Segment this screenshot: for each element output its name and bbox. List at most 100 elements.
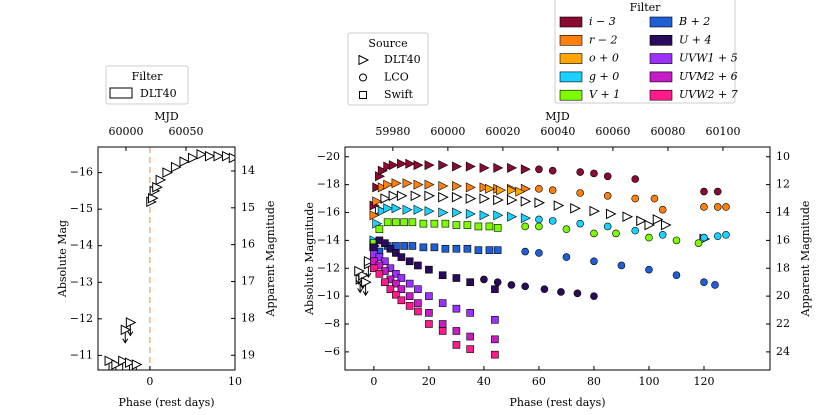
circle-marker xyxy=(507,281,516,289)
triangle-marker xyxy=(413,160,424,171)
circle-marker xyxy=(576,219,584,228)
triangle-marker xyxy=(424,179,435,190)
circle-marker xyxy=(576,168,584,176)
triangle-marker xyxy=(438,160,449,171)
source-legend-title: Source xyxy=(368,37,407,50)
circle-marker xyxy=(658,231,667,239)
square-marker xyxy=(397,253,406,261)
circle-marker xyxy=(562,253,571,261)
circle-marker xyxy=(700,233,708,242)
y-tick-label: −16 xyxy=(317,206,340,219)
x-tick-label: 10 xyxy=(228,375,242,388)
square-marker xyxy=(474,246,483,254)
square-marker xyxy=(381,239,389,247)
x-axis-label: Phase (rest days) xyxy=(509,396,605,409)
circle-marker xyxy=(658,205,667,214)
circle-marker xyxy=(521,222,529,231)
triangle-marker xyxy=(221,150,233,162)
circle-marker xyxy=(535,165,543,174)
circle-marker xyxy=(548,217,557,225)
y2-tick-label: 12 xyxy=(776,178,790,191)
triangle-marker xyxy=(118,355,129,367)
triangle-marker xyxy=(479,193,491,204)
triangle-marker xyxy=(570,203,581,214)
square-marker xyxy=(425,309,433,317)
triangle-marker xyxy=(377,165,388,176)
circle-marker xyxy=(612,229,620,238)
square-marker xyxy=(452,221,461,229)
triangle-marker xyxy=(589,205,601,217)
y-tick-label: −20 xyxy=(317,150,340,163)
triangle-marker xyxy=(553,200,565,211)
triangle-marker xyxy=(391,203,402,214)
y-tick-label: −12 xyxy=(317,261,340,274)
triangle-marker xyxy=(424,190,436,202)
legend-label: B + 2 xyxy=(678,15,710,28)
square-marker xyxy=(405,302,414,310)
axes-frame xyxy=(344,146,771,371)
axes-frame xyxy=(97,146,236,371)
triangle-marker xyxy=(104,355,116,367)
triangle-marker xyxy=(204,150,216,162)
circle-marker xyxy=(617,261,626,270)
triangle-marker xyxy=(388,190,400,202)
triangle-marker xyxy=(380,193,392,204)
circle-marker xyxy=(590,292,598,300)
circle-marker xyxy=(535,222,543,231)
square-marker xyxy=(466,332,474,341)
square-marker xyxy=(370,264,378,273)
triangle-marker xyxy=(388,160,399,171)
square-marker xyxy=(359,91,367,99)
triangle-marker xyxy=(187,152,199,164)
triangle-marker xyxy=(410,190,422,202)
triangle-marker xyxy=(452,161,463,172)
square-marker xyxy=(408,218,417,227)
circle-marker xyxy=(548,166,557,175)
square-marker xyxy=(405,257,414,266)
circle-marker xyxy=(535,249,543,257)
triangle-marker xyxy=(636,215,647,227)
triangle-marker xyxy=(465,161,476,172)
square-marker xyxy=(485,222,494,231)
x-axis-label: Phase (rest days) xyxy=(118,396,214,409)
upper-limit xyxy=(124,357,136,370)
plot-area xyxy=(354,158,730,359)
triangle-marker xyxy=(452,207,463,218)
triangle-marker xyxy=(147,192,159,204)
triangle-marker xyxy=(534,197,546,209)
square-marker xyxy=(383,218,392,227)
triangle-marker xyxy=(369,210,380,221)
legend-patch xyxy=(559,53,583,64)
circle-marker xyxy=(540,285,549,293)
y2-tick-label: 22 xyxy=(776,317,790,330)
circle-marker xyxy=(722,203,730,211)
upper-limit xyxy=(354,265,365,285)
triangle-marker xyxy=(391,178,402,189)
triangle-marker xyxy=(438,207,449,218)
triangle-marker xyxy=(520,196,532,207)
triangle-marker xyxy=(479,182,490,193)
y-tick-label: −8 xyxy=(324,317,340,330)
circle-marker xyxy=(603,222,612,231)
x-tick-label: 20 xyxy=(422,375,436,388)
legend-patch xyxy=(559,16,583,28)
square-marker xyxy=(493,224,502,232)
triangle-marker xyxy=(605,208,617,220)
triangle-marker xyxy=(452,181,463,192)
y-tick-label: −15 xyxy=(70,202,93,215)
square-marker xyxy=(430,219,439,228)
circle-marker xyxy=(713,187,722,196)
square-marker xyxy=(441,244,450,253)
triangle-marker xyxy=(228,152,235,164)
circle-marker xyxy=(590,229,598,238)
triangle-marker xyxy=(465,182,476,193)
limit-arrowhead xyxy=(122,338,129,344)
y2-tick-label: 15 xyxy=(241,201,255,214)
circle-marker xyxy=(700,187,708,196)
square-marker xyxy=(405,279,414,288)
square-marker xyxy=(430,243,439,252)
triangle-marker xyxy=(438,181,449,192)
circle-marker xyxy=(645,233,653,242)
square-marker xyxy=(375,253,384,261)
